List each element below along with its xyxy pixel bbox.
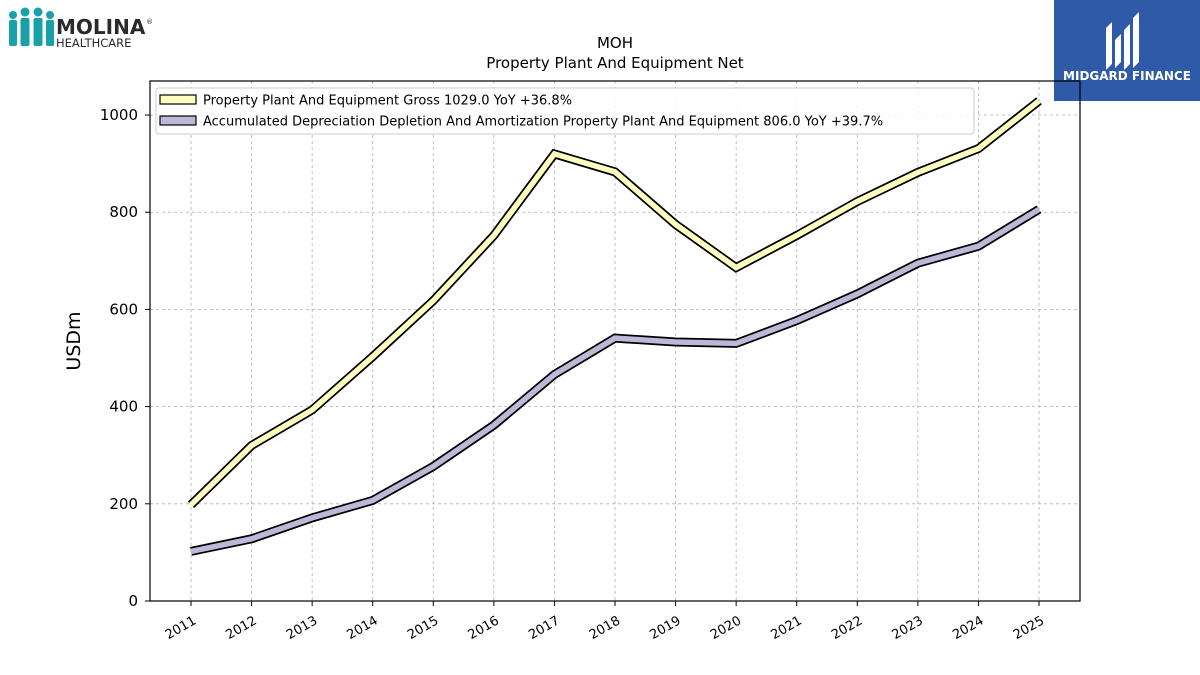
x-tick-label: 2019 [647,613,683,643]
y-tick-label: 200 [109,495,138,513]
logo-registered-mark: ® [146,18,153,26]
x-tick-label: 2020 [708,613,744,643]
legend-label-depreciation: Accumulated Depreciation Depletion And A… [203,115,883,130]
x-tick-label: 2024 [950,613,986,643]
publisher-logo-text: MIDGARD FINANCE [1063,69,1191,83]
y-tick-label: 1000 [100,106,138,124]
x-tick-label: 2014 [345,613,381,643]
y-tick-label: 600 [109,300,138,318]
y-tick-label: 0 [128,592,138,610]
y-tick-label: 800 [109,203,138,221]
legend-label-gross: Property Plant And Equipment Gross 1029.… [203,94,572,109]
x-tick-label: 2023 [890,613,926,643]
midgard-m-icon [1106,12,1139,70]
y-tick-label: 400 [109,398,138,416]
chart-title: MOH [597,34,633,52]
logo-text-line2: HEALTHCARE [56,36,131,50]
legend-box [155,87,975,135]
x-tick-label: 2011 [163,613,199,643]
series-layer [187,97,1042,556]
x-tick-label: 2013 [284,613,320,643]
chart-subtitle: Property Plant And Equipment Net [486,54,743,72]
x-tick-label: 2022 [829,613,865,643]
people-icon [9,7,54,46]
legend: Property Plant And Equipment Gross 1029.… [155,87,975,135]
midgard-finance-logo: MIDGARD FINANCE [1054,0,1200,101]
axes: 0 200 400 600 800 1000 2011 2012 2013 2014 2015 201… [100,106,1047,643]
series-0-line [189,98,1041,507]
x-tick-label: 2025 [1011,613,1047,643]
x-tick-label: 2016 [466,613,502,643]
legend-swatch-gross [159,94,197,105]
x-tick-label: 2015 [405,613,441,643]
x-tick-label: 2017 [526,613,562,643]
series-1-line [190,206,1041,555]
x-tick-label: 2018 [587,613,623,643]
x-tick-label: 2021 [769,613,805,643]
series-1-outline [190,205,1042,556]
molina-healthcare-logo: MOLINA ® HEALTHCARE [9,7,153,50]
logo-text-line1: MOLINA [56,15,146,39]
y-axis-label: USDm [63,311,85,370]
legend-swatch-depreciation [159,115,197,126]
x-tick-label: 2012 [223,613,259,643]
